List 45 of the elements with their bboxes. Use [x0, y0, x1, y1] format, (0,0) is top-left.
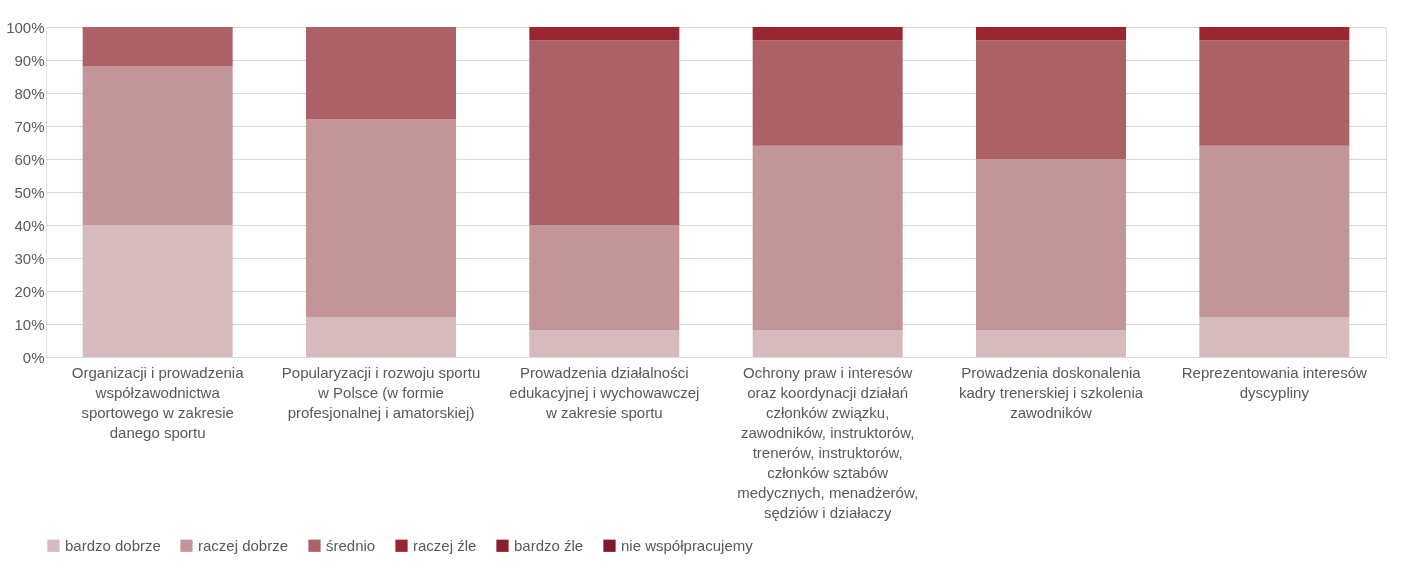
x-tick-label: Organizacji i prowadzenia współzawodnictwa sportowego w zakresie danego sportu — [71, 363, 245, 441]
y-tick-label: 20% — [14, 282, 45, 300]
legend-label: bardzo dobrze — [65, 536, 161, 554]
bar — [752, 27, 903, 41]
y-tick-label: 40% — [14, 216, 45, 234]
bar — [529, 330, 680, 357]
bar — [82, 225, 233, 357]
bar — [976, 159, 1126, 331]
bar — [1199, 40, 1350, 146]
bar — [1199, 145, 1350, 318]
bar — [82, 66, 233, 225]
x-tick-label: Ochrony praw i interesów oraz koordynacji działań członków związku, zawodników, instruktorów, trenerów, instruktorów, członków sztabów medycznych, menadżerów, sędziów i działaczy — [737, 363, 919, 521]
bar — [752, 40, 903, 146]
bar — [976, 330, 1126, 357]
legend-label: raczej dobrze — [198, 536, 289, 554]
y-tick-label: 60% — [14, 150, 45, 168]
bar — [306, 119, 456, 318]
bar — [306, 317, 456, 357]
x-tick-label: Reprezentowania interesów dyscypliny — [1181, 363, 1368, 401]
x-tick-label: Prowadzenia działalności edukacyjnej i wychowawczej w zakresie sportu — [509, 363, 700, 421]
bar — [529, 27, 680, 41]
legend-label: nie współpracujemy — [621, 536, 754, 554]
bar — [1199, 27, 1350, 41]
legend-label: bardzo źle — [514, 536, 584, 554]
y-tick-label: 70% — [14, 117, 45, 135]
bar — [752, 330, 903, 357]
bar — [976, 40, 1126, 159]
legend-label: raczej źle — [413, 536, 477, 554]
bar — [306, 27, 456, 120]
x-tick-label: Prowadzenia doskonalenia kadry trenerskiej i szkolenia zawodników — [958, 363, 1144, 421]
bar — [529, 40, 680, 225]
x-tick-label: Popularyzacji i rozwoju sportu w Polsce (w formie profesjonalnej i amatorskiej) — [281, 363, 481, 421]
y-tick-label: 80% — [14, 84, 45, 102]
y-tick-label: 100% — [6, 18, 45, 36]
legend-label: średnio — [326, 536, 376, 554]
bar — [82, 27, 233, 67]
bar — [1199, 317, 1350, 357]
bar — [529, 225, 680, 331]
y-tick-label: 50% — [14, 183, 45, 201]
y-tick-label: 10% — [14, 315, 45, 333]
y-tick-label: 90% — [14, 51, 45, 69]
bar — [752, 145, 903, 331]
y-tick-label: 30% — [14, 249, 45, 267]
y-tick-label: 0% — [22, 348, 45, 366]
bar — [976, 27, 1126, 41]
